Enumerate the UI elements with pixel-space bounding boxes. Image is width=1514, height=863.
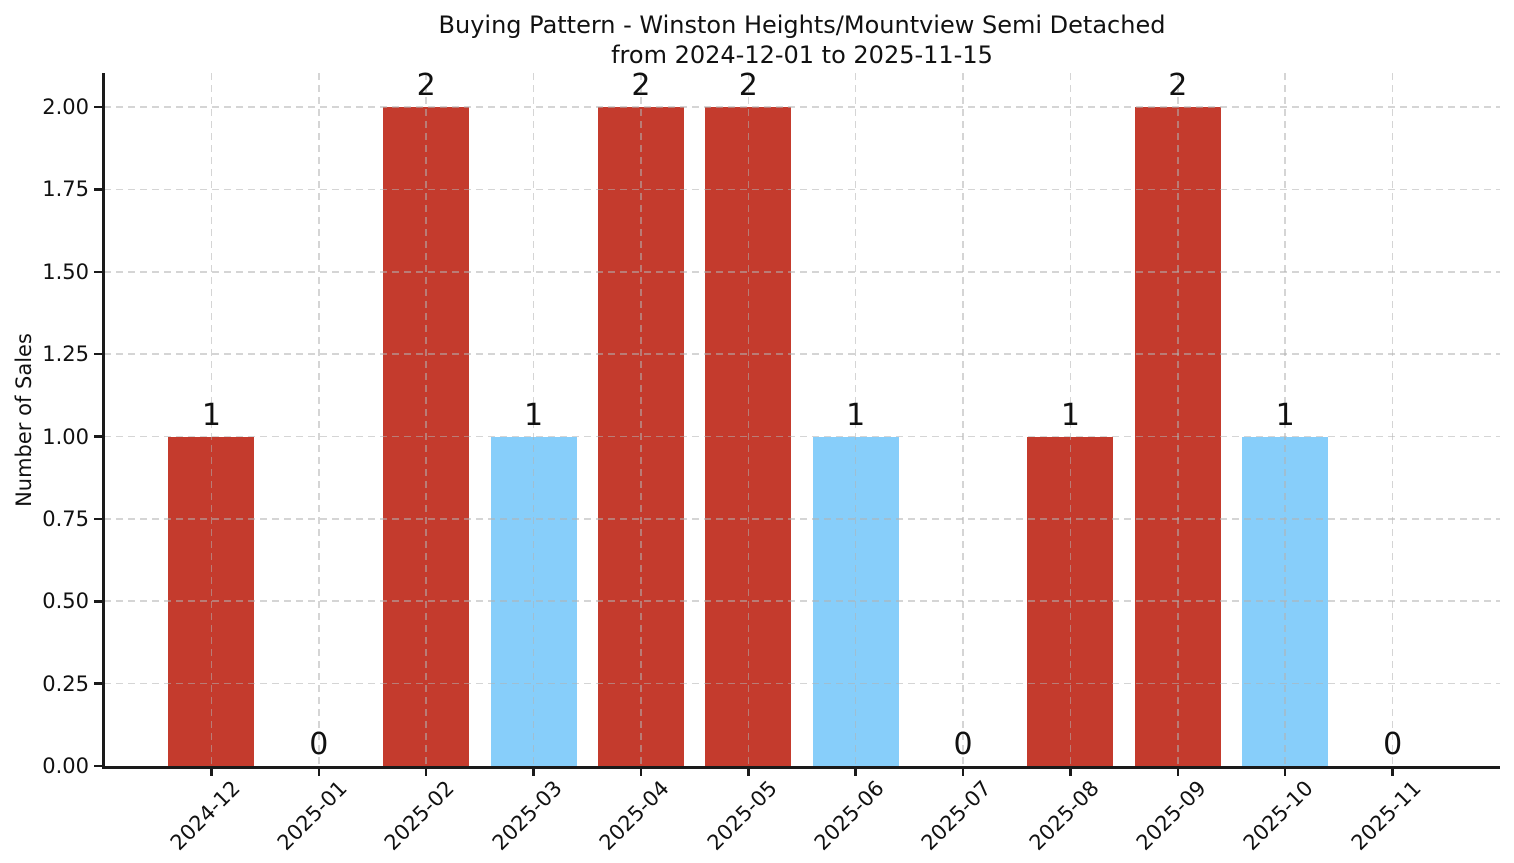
- y-tick-mark: [94, 682, 103, 685]
- x-tick-label: 2025-05: [702, 776, 782, 856]
- h-gridline: [104, 270, 1500, 273]
- x-tick-mark: [747, 768, 750, 776]
- v-gridline: [210, 73, 213, 766]
- h-gridline: [104, 353, 1500, 355]
- v-gridline: [1391, 73, 1394, 766]
- bar-value-label: 0: [309, 727, 329, 762]
- y-tick-label: 0.25: [42, 671, 89, 696]
- x-tick-mark: [317, 768, 321, 776]
- bar-value-label: 1: [201, 397, 221, 433]
- v-gridline: [317, 73, 320, 766]
- y-tick-mark: [94, 435, 103, 438]
- x-tick-mark: [1283, 768, 1287, 776]
- v-gridline: [1177, 73, 1179, 766]
- v-gridline: [425, 73, 427, 766]
- x-tick-label: 2025-09: [1131, 776, 1211, 856]
- y-tick-mark: [94, 105, 103, 109]
- v-gridline: [1069, 73, 1072, 766]
- bar-value-label: 2: [738, 68, 758, 103]
- bar-value-label: 1: [523, 397, 544, 433]
- x-tick-label: 2025-01: [272, 776, 352, 856]
- y-tick-label: 1.50: [42, 259, 89, 284]
- chart-title: Buying Pattern - Winston Heights/Mountvi…: [438, 11, 1166, 39]
- bar-value-label: 0: [953, 727, 973, 762]
- h-gridline: [104, 518, 1500, 520]
- v-gridline: [747, 73, 750, 766]
- y-tick-label: 0.50: [42, 589, 89, 614]
- x-tick-mark: [1069, 768, 1072, 776]
- y-tick-mark: [94, 517, 103, 521]
- x-tick-mark: [210, 768, 213, 776]
- h-gridline: [104, 188, 1500, 191]
- x-tick-mark: [424, 768, 428, 776]
- x-tick-label: 2025-06: [809, 776, 889, 856]
- v-gridline: [1284, 73, 1287, 766]
- x-tick-label: 2025-07: [917, 776, 997, 856]
- v-gridline: [532, 73, 535, 766]
- bar-value-label: 1: [846, 397, 866, 433]
- x-tick-label: 2025-10: [1239, 776, 1319, 856]
- x-tick-label: 2025-04: [594, 776, 674, 856]
- v-gridline: [854, 73, 857, 766]
- y-tick-label: 2.00: [42, 95, 89, 119]
- x-tick-mark: [639, 768, 643, 776]
- h-gridline: [104, 106, 1500, 108]
- bar-value-label: 2: [1168, 68, 1188, 103]
- x-tick-label: 2025-08: [1024, 776, 1104, 856]
- x-tick-mark: [854, 768, 857, 776]
- x-tick-label: 2025-03: [487, 776, 567, 856]
- bar-value-label: 0: [1383, 727, 1403, 762]
- x-tick-mark: [1391, 768, 1394, 776]
- bar-value-label: 1: [1275, 397, 1295, 433]
- x-tick-mark: [532, 768, 535, 776]
- y-tick-label: 0.00: [42, 754, 89, 778]
- v-gridline: [640, 73, 642, 766]
- x-tick-label: 2025-02: [380, 776, 460, 856]
- v-gridline: [962, 73, 964, 766]
- y-tick-label: 1.00: [42, 424, 89, 449]
- h-gridline: [104, 435, 1500, 438]
- y-tick-mark: [94, 270, 103, 273]
- h-gridline: [104, 600, 1500, 603]
- x-tick-label: 2025-11: [1346, 776, 1426, 856]
- left-axis-spine: [102, 73, 105, 768]
- y-tick-mark: [94, 188, 103, 191]
- h-gridline: [104, 682, 1500, 685]
- y-tick-mark: [94, 600, 103, 603]
- chart-subtitle: from 2024-12-01 to 2025-11-15: [611, 41, 993, 69]
- bar-value-label: 2: [631, 68, 651, 103]
- y-tick-label: 1.75: [42, 177, 89, 202]
- y-tick-mark: [94, 352, 103, 356]
- y-tick-label: 0.75: [42, 506, 89, 531]
- bar-value-label: 2: [416, 68, 436, 103]
- bar-value-label: 1: [1060, 397, 1080, 433]
- y-tick-mark: [94, 764, 103, 768]
- x-tick-label: 2024-12: [165, 776, 245, 856]
- y-tick-label: 1.25: [42, 342, 89, 367]
- x-tick-mark: [961, 768, 965, 776]
- bottom-axis-spine: [102, 766, 1500, 769]
- x-tick-mark: [1176, 768, 1180, 776]
